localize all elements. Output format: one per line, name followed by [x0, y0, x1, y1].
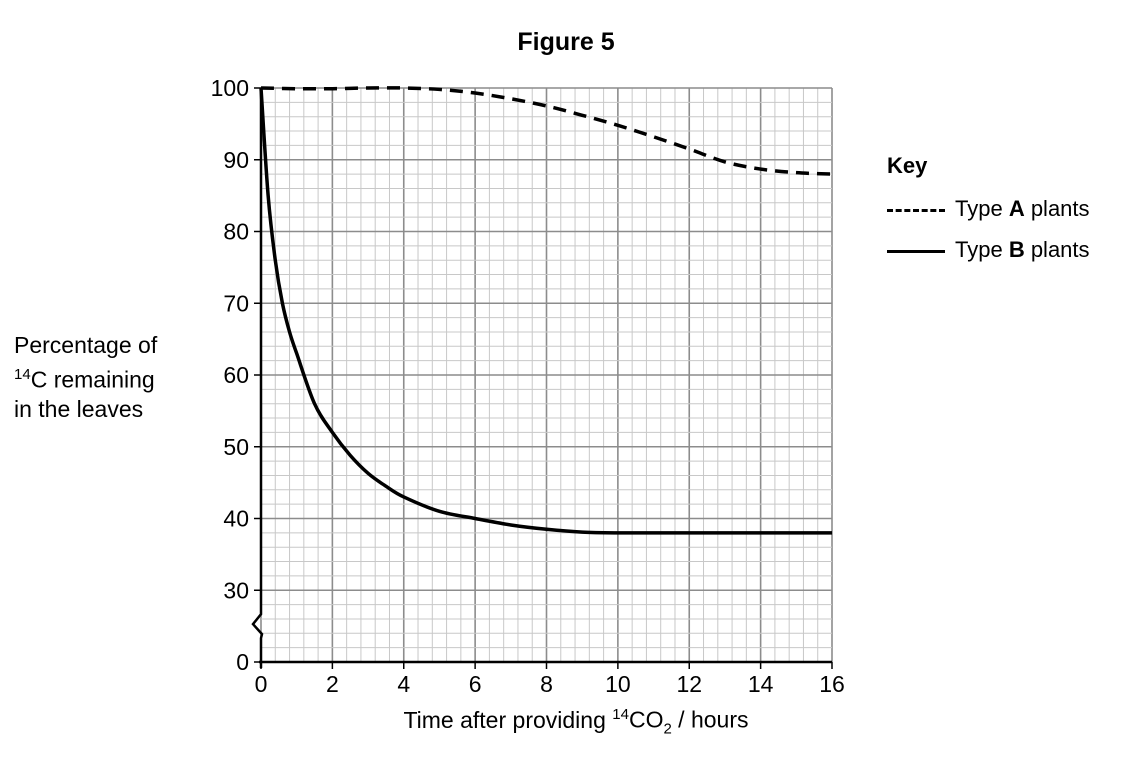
x-tick-label: 4	[397, 671, 410, 697]
series-type-a-line	[260, 86, 833, 176]
legend-text: Type	[955, 196, 1009, 221]
x-axis-label: Time after providing 14CO2 / hours	[0, 706, 1132, 737]
y-tick-label: 100	[211, 75, 249, 101]
x-tick-label: 14	[748, 671, 774, 697]
legend-entry-b: Type B plants	[887, 228, 1090, 271]
x-tick-label: 6	[469, 671, 482, 697]
x-tick-label: 0	[255, 671, 268, 697]
y-label-line3: in the leaves	[14, 395, 144, 422]
y-tick-label: 50	[223, 434, 249, 460]
legend-entry-a: Type A plants	[887, 187, 1090, 230]
legend-title: Key	[887, 153, 928, 178]
legend-bold: A	[1008, 196, 1025, 221]
x-label-sub: 2	[663, 720, 672, 738]
y-tick-label: 30	[223, 577, 249, 603]
y-axis-label: Percentage of 14C remaining in the leave…	[14, 331, 157, 424]
legend-text: Type	[955, 237, 1009, 262]
y-tick-label: 90	[223, 147, 249, 173]
legend-text: plants	[1024, 237, 1090, 262]
dashed-line-swatch	[887, 208, 945, 212]
x-label-mid: CO	[628, 706, 664, 733]
solid-line-swatch	[887, 249, 945, 253]
x-label-sup: 14	[612, 706, 629, 723]
y-label-line1: Percentage of	[14, 332, 158, 358]
series-type-b-line	[259, 87, 832, 535]
legend: Key Type A plants Type B plants	[887, 144, 1090, 271]
x-tick-label: 16	[819, 671, 845, 697]
legend-text: plants	[1024, 196, 1090, 221]
x-tick-label: 8	[540, 671, 553, 697]
x-label-post: / hours	[671, 706, 749, 733]
y-tick-label: 0	[236, 649, 249, 675]
y-tick-label: 40	[223, 506, 249, 532]
y-tick-label: 80	[223, 219, 249, 245]
x-tick-label: 10	[605, 671, 631, 697]
legend-bold: B	[1008, 237, 1025, 262]
x-tick-label: 12	[676, 671, 702, 697]
y-label-sup: 14	[14, 366, 31, 383]
y-tick-label: 70	[223, 290, 249, 316]
chart-title: Figure 5	[517, 28, 615, 56]
y-tick-label: 60	[223, 362, 249, 388]
x-label-pre: Time after providing	[403, 706, 613, 733]
y-label-line2: C remaining	[30, 366, 155, 393]
x-tick-label: 2	[326, 671, 339, 697]
y-axis-with-break	[251, 88, 264, 668]
